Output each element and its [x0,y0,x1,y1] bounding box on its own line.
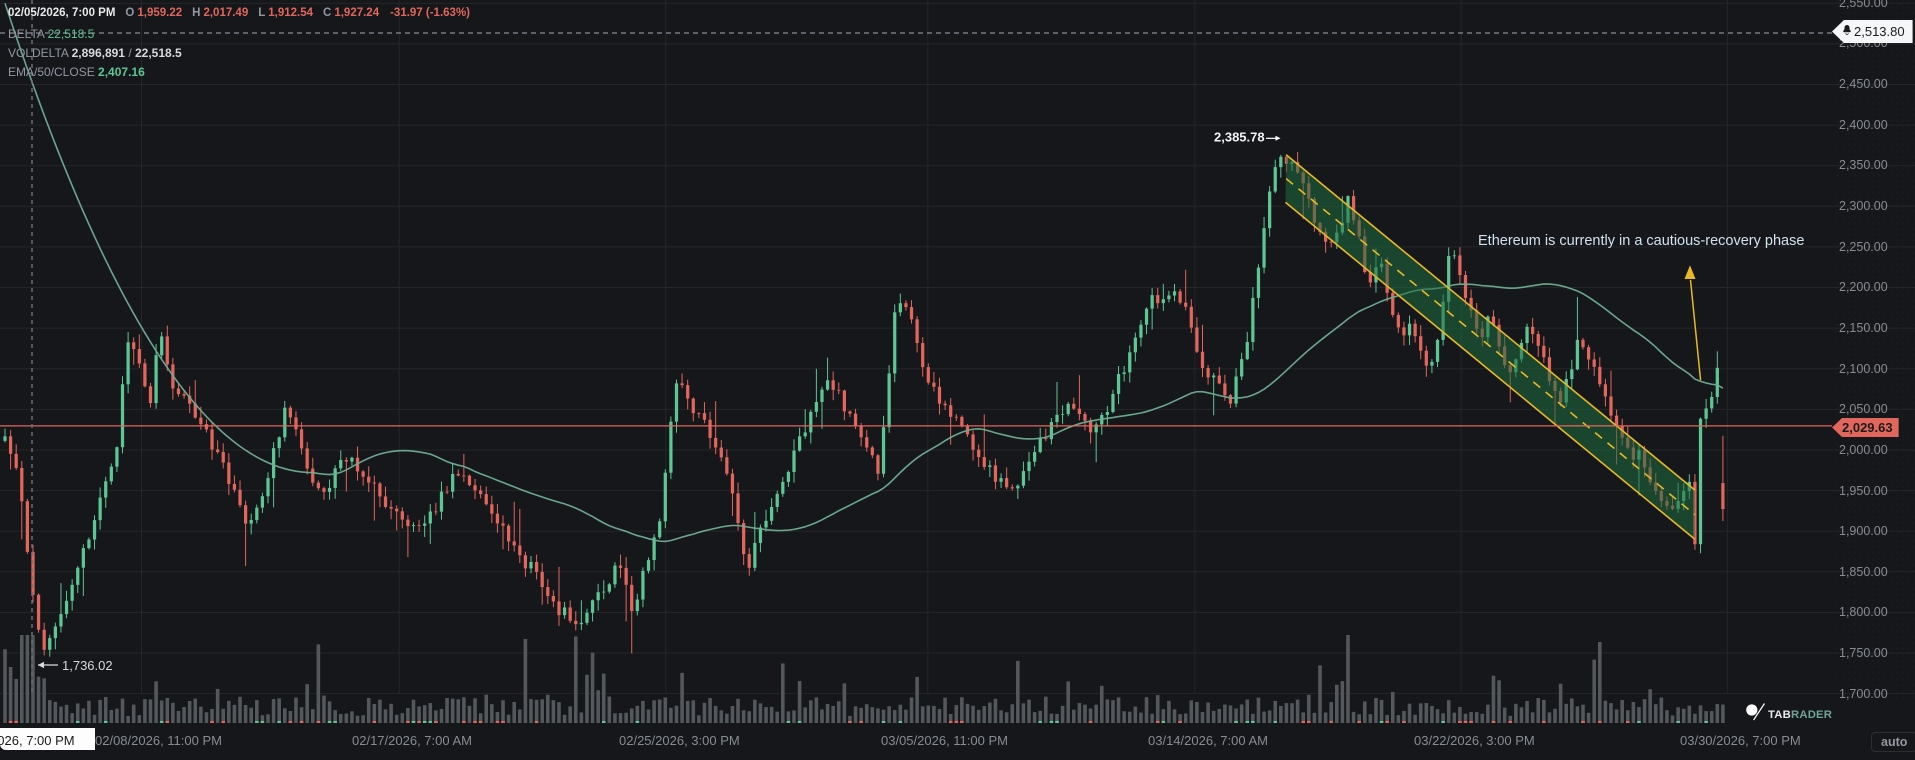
svg-text:2,385.78: 2,385.78 [1214,130,1265,145]
svg-text:TABRADER: TABRADER [1768,709,1832,721]
